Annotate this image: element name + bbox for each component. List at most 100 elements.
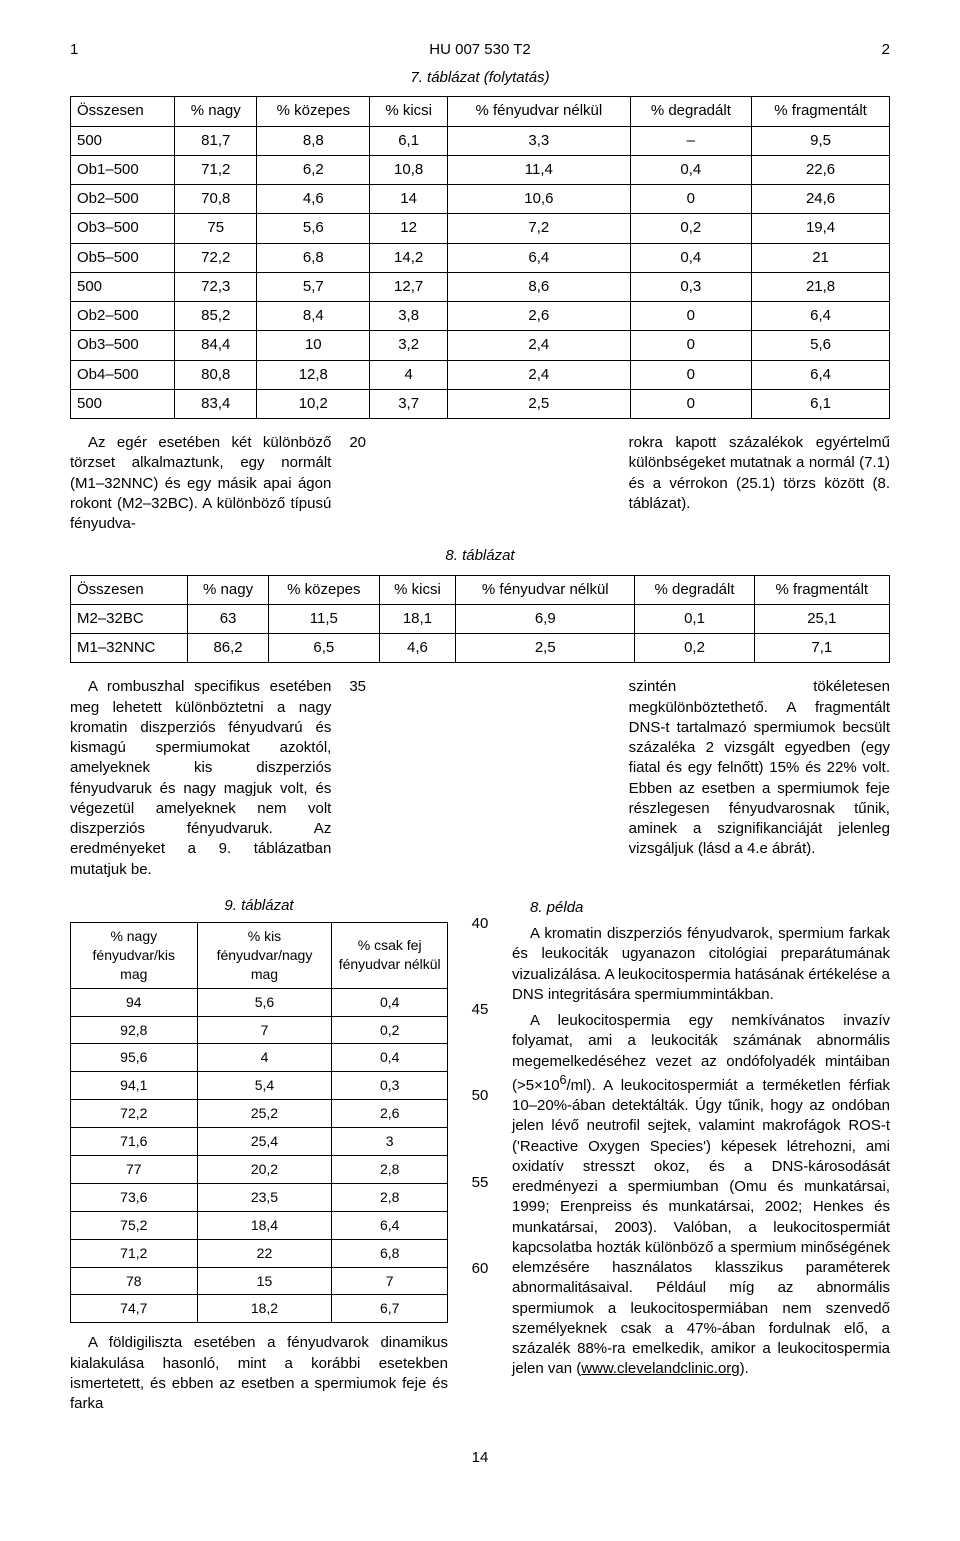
linenum-35: 35	[349, 677, 610, 880]
table9-cell: 73,6	[71, 1183, 198, 1211]
table8-caption: 8. táblázat	[70, 546, 890, 566]
table7-cell: 12,8	[257, 360, 370, 389]
table7-cell: 10,6	[448, 185, 630, 214]
table7-cell: 71,2	[175, 155, 257, 184]
table7-cell: 3,2	[370, 331, 448, 360]
table7-header-4: % fényudvar nélkül	[448, 97, 630, 126]
table7-cell: 10	[257, 331, 370, 360]
table7-cell: 8,6	[448, 272, 630, 301]
cleveland-link[interactable]: www.clevelandclinic.org	[581, 1360, 739, 1377]
table8-cell: M2–32BC	[71, 604, 188, 633]
table8-cell: 4,6	[379, 634, 456, 663]
table7-cell: 12	[370, 214, 448, 243]
table8-header-2: % közepes	[268, 575, 379, 604]
table7-cell: 0	[630, 185, 752, 214]
table7-cell: Ob1–500	[71, 155, 175, 184]
table9-cell: 92,8	[71, 1016, 198, 1044]
table9-cell: 25,2	[197, 1100, 332, 1128]
table7-cell: 2,5	[448, 389, 630, 418]
table7-cell: 5,6	[257, 214, 370, 243]
table9-cell: 5,4	[197, 1072, 332, 1100]
table9-cell: 72,2	[71, 1100, 198, 1128]
table7-header-5: % degradált	[630, 97, 752, 126]
table7-cell: 85,2	[175, 302, 257, 331]
table7-row: Ob3–50084,4103,22,405,6	[71, 331, 890, 360]
linenum-55: 55	[466, 1173, 494, 1193]
right-p2b: /ml). A leukocitospermiát a terméketlen …	[512, 1077, 890, 1378]
table9-cell: 94,1	[71, 1072, 198, 1100]
table9-cell: 6,8	[332, 1239, 448, 1267]
table9-cell: 6,7	[332, 1295, 448, 1323]
table8-header-4: % fényudvar nélkül	[456, 575, 635, 604]
table7-header-6: % fragmentált	[752, 97, 890, 126]
table8-cell: 18,1	[379, 604, 456, 633]
table8-cell: 7,1	[754, 634, 889, 663]
example8-heading: 8. példa	[512, 898, 890, 918]
table9-row: 92,870,2	[71, 1016, 448, 1044]
table9-row: 7720,22,8	[71, 1156, 448, 1184]
table7-cell: 84,4	[175, 331, 257, 360]
table9-cell: 7	[332, 1267, 448, 1295]
table7-cell: 6,4	[448, 243, 630, 272]
table7-cell: 22,6	[752, 155, 890, 184]
table7-cell: 5,7	[257, 272, 370, 301]
table7-row: Ob4–50080,812,842,406,4	[71, 360, 890, 389]
table9: % nagy fényudvar/kis mag% kis fényudvar/…	[70, 922, 448, 1323]
table7-cell: 72,3	[175, 272, 257, 301]
table8-cell: 0,1	[635, 604, 754, 633]
table8-row: M2–32BC6311,518,16,90,125,1	[71, 604, 890, 633]
table8-header-6: % fragmentált	[754, 575, 889, 604]
right-p1: A kromatin diszperziós fényudvarok, sper…	[512, 924, 890, 1005]
right-p2-sup: 6	[560, 1073, 567, 1087]
page-header: 1 HU 007 530 T2 2	[70, 40, 890, 62]
table7-cell: 14,2	[370, 243, 448, 272]
table9-cell: 78	[71, 1267, 198, 1295]
table9-cell: 18,4	[197, 1211, 332, 1239]
table7-cell: 500	[71, 126, 175, 155]
table7-cell: 21	[752, 243, 890, 272]
table7-cell: 70,8	[175, 185, 257, 214]
table8-cell: 0,2	[635, 634, 754, 663]
table8-cell: 86,2	[188, 634, 269, 663]
table7-cell: 8,8	[257, 126, 370, 155]
table7-cell: 0,3	[630, 272, 752, 301]
table8-header-5: % degradált	[635, 575, 754, 604]
table8-cell: 2,5	[456, 634, 635, 663]
table9-caption: 9. táblázat	[70, 896, 448, 916]
table9-cell: 2,8	[332, 1156, 448, 1184]
table7-cell: 4,6	[257, 185, 370, 214]
table9-row: 73,623,52,8	[71, 1183, 448, 1211]
table9-cell: 0,3	[332, 1072, 448, 1100]
table9-cell: 20,2	[197, 1156, 332, 1184]
table7-cell: 4	[370, 360, 448, 389]
table7-cell: Ob2–500	[71, 185, 175, 214]
table9-row: 75,218,46,4	[71, 1211, 448, 1239]
table7-cell: 6,1	[370, 126, 448, 155]
table7-row: Ob2–50085,28,43,82,606,4	[71, 302, 890, 331]
table7-cell: 0,4	[630, 155, 752, 184]
table7-cell: 0,2	[630, 214, 752, 243]
table7-cell: 0	[630, 360, 752, 389]
table9-row: 94,15,40,3	[71, 1072, 448, 1100]
table7-cell: 75	[175, 214, 257, 243]
table9-cell: 75,2	[71, 1211, 198, 1239]
table9-cell: 2,6	[332, 1100, 448, 1128]
table7-cell: 6,4	[752, 360, 890, 389]
table7-cell: 2,6	[448, 302, 630, 331]
table7-header-0: Összesen	[71, 97, 175, 126]
table9-cell: 6,4	[332, 1211, 448, 1239]
table9-cell: 95,6	[71, 1044, 198, 1072]
table7: Összesen% nagy% közepes% kicsi% fényudva…	[70, 96, 890, 419]
lower-right-column: 8. példa A kromatin diszperziós fényudva…	[512, 892, 890, 1386]
table7-cell: 11,4	[448, 155, 630, 184]
table9-cell: 0,4	[332, 988, 448, 1016]
line-number-gutter: 4045505560	[466, 892, 494, 1345]
table7-row: 50081,78,86,13,3–9,5	[71, 126, 890, 155]
table7-cell: 12,7	[370, 272, 448, 301]
table7-cell: 0	[630, 389, 752, 418]
mid-paragraph-1: Az egér esetében két különböző törzset a…	[70, 433, 890, 534]
mid1-left: Az egér esetében két különböző törzset a…	[70, 433, 331, 534]
mid2-left: A rombuszhal specifikus esetében meg leh…	[70, 677, 331, 880]
table7-cell: 2,4	[448, 360, 630, 389]
table7-cell: 83,4	[175, 389, 257, 418]
